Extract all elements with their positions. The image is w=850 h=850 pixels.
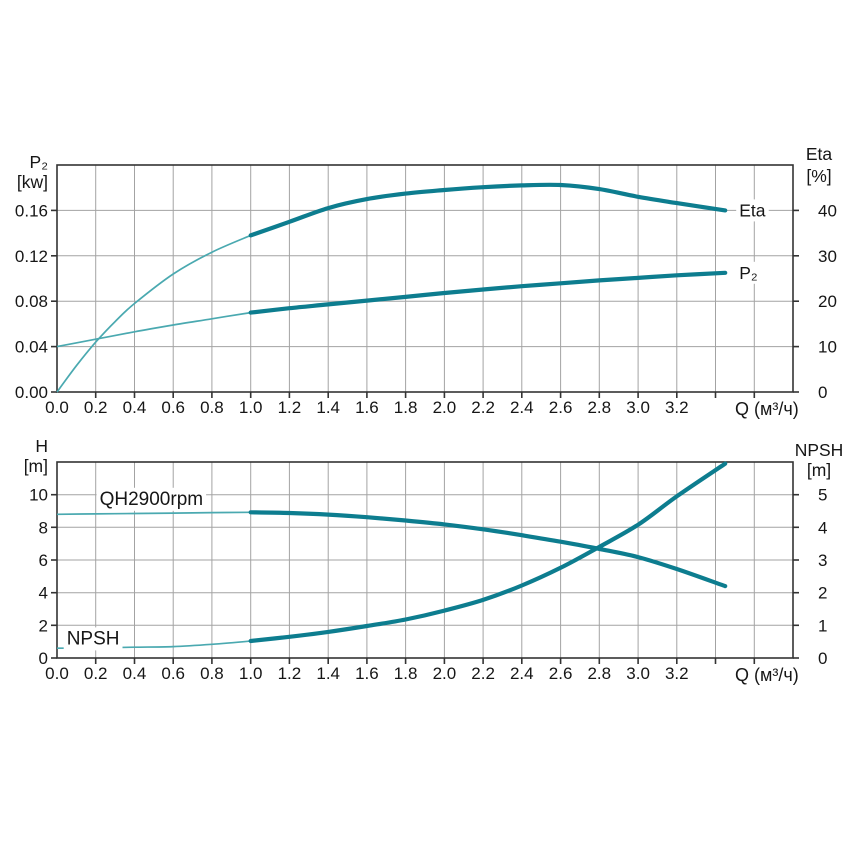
y-right-axis-title: [m] [807, 460, 831, 480]
y-left-tick-label: 8 [39, 518, 48, 537]
x-tick-label: 2.4 [510, 398, 534, 417]
y-right-axis-title: [%] [806, 166, 831, 186]
x-tick-label: 1.8 [394, 664, 418, 683]
y-left-tick-label: 6 [39, 551, 48, 570]
x-tick-label: 1.2 [278, 664, 302, 683]
plot-border [56, 164, 794, 393]
x-tick-label: 0.8 [200, 664, 224, 683]
y-left-axis-title: [kw] [17, 172, 48, 192]
y-left-tick-label: 0.04 [15, 338, 48, 357]
x-tick-label: 1.6 [355, 398, 379, 417]
p2-curve-thin [56, 311, 251, 348]
x-tick-label: 2.2 [471, 664, 495, 683]
y-left-axis-title: P₂ [30, 152, 48, 172]
y-right-tick-label: 10 [818, 338, 837, 357]
x-tick-label: 3.2 [665, 664, 689, 683]
eta-curve-label-bg [736, 199, 769, 222]
x-tick-label: 0.4 [123, 398, 147, 417]
y-left-axis-title: H [35, 436, 48, 456]
y-left-tick-label: 4 [39, 584, 48, 603]
y-left-tick-label: 0.16 [15, 201, 48, 220]
x-tick-label: 0.2 [84, 398, 108, 417]
x-tick-label: 0.2 [84, 664, 108, 683]
annotation-npsh-bg [63, 627, 123, 651]
eta-curve-thin [56, 234, 252, 393]
x-tick-label: 3.2 [665, 398, 689, 417]
axis-labels: 0.0 0.2 0.4 0.6 0.8 1.0 1.2 1.4 1.6 1.8 2.0 2.2 2.4 2… [15, 144, 837, 419]
x-tick-label: 1.6 [355, 664, 379, 683]
x-tick-label: 2.4 [510, 664, 534, 683]
y-left-axis-title: [m] [24, 456, 48, 476]
qh-curve-thin [56, 511, 251, 516]
x-tick-label: 2.6 [549, 398, 573, 417]
y-right-tick-label: 4 [818, 518, 827, 537]
plot-border [56, 461, 794, 659]
eta-curve [248, 182, 728, 238]
x-tick-label: 1.4 [316, 664, 340, 683]
x-tick-label: 0.4 [123, 664, 147, 683]
axis-ticks [51, 209, 799, 398]
qh-curve [248, 510, 728, 589]
x-tick-label: 0.6 [161, 398, 185, 417]
y-left-tick-label: 2 [39, 616, 48, 635]
y-left-tick-label: 0.00 [15, 383, 48, 402]
x-tick-label: 2.0 [433, 664, 457, 683]
x-tick-label: 1.0 [239, 398, 263, 417]
p2-curve-label: P₂ [739, 263, 757, 283]
x-tick-label: 2.8 [587, 398, 611, 417]
y-left-tick-label: 10 [29, 486, 48, 505]
eta-curve-label: Eta [739, 200, 766, 220]
y-right-tick-label: 40 [818, 201, 837, 220]
y-right-axis-title: NPSH [795, 440, 844, 460]
x-tick-label: 0.6 [161, 664, 185, 683]
x-tick-label: 3.0 [626, 664, 650, 683]
curves [56, 182, 728, 393]
y-right-tick-label: 2 [818, 584, 827, 603]
y-right-axis-title: Eta [806, 144, 833, 164]
p2-curve [248, 270, 728, 315]
y-right-tick-label: 0 [818, 383, 827, 402]
x-tick-label: 1.4 [316, 398, 340, 417]
y-left-tick-label: 0.12 [15, 247, 48, 266]
npsh-curve [248, 461, 728, 644]
y-left-tick-label: 0.08 [15, 292, 48, 311]
axis-ticks [51, 493, 799, 664]
x-tick-label: 1.2 [278, 398, 302, 417]
p2-eta-chart: 0.0 0.2 0.4 0.6 0.8 1.0 1.2 1.4 1.6 1.8 2.0 2.2 2.4 2… [15, 144, 837, 419]
y-right-tick-label: 20 [818, 292, 837, 311]
qh-npsh-chart: 0.0 0.2 0.4 0.6 0.8 1.0 1.2 1.4 1.6 1.8 2.0 2.2 2.4 2… [24, 436, 844, 685]
y-right-tick-label: 0 [818, 649, 827, 668]
x-tick-label: 2.8 [587, 664, 611, 683]
x-axis-unit-label: Q (м³/ч) [735, 665, 799, 685]
p2-curve-label-bg [736, 261, 761, 284]
x-tick-label: 1.8 [394, 398, 418, 417]
y-right-tick-label: 5 [818, 486, 827, 505]
x-tick-label: 0.0 [45, 398, 69, 417]
x-tick-label: 1.0 [239, 664, 263, 683]
y-left-tick-label: 0 [39, 649, 48, 668]
x-tick-label: 2.6 [549, 664, 573, 683]
annotation-qh2900rpm-bg [96, 487, 207, 511]
y-right-tick-label: 30 [818, 247, 837, 266]
y-right-tick-label: 3 [818, 551, 827, 570]
x-tick-label: 3.0 [626, 398, 650, 417]
axis-labels: 0.0 0.2 0.4 0.6 0.8 1.0 1.2 1.4 1.6 1.8 2.0 2.2 2.4 2… [24, 436, 844, 685]
x-tick-label: 0.8 [200, 398, 224, 417]
annotation-npsh: NPSH [67, 628, 120, 649]
y-right-tick-label: 1 [818, 616, 827, 635]
x-tick-label: 2.0 [433, 398, 457, 417]
x-axis-unit-label: Q (м³/ч) [735, 399, 799, 419]
x-tick-label: 0.0 [45, 664, 69, 683]
annotation-qh2900rpm: QH2900rpm [100, 489, 204, 510]
x-tick-label: 2.2 [471, 398, 495, 417]
